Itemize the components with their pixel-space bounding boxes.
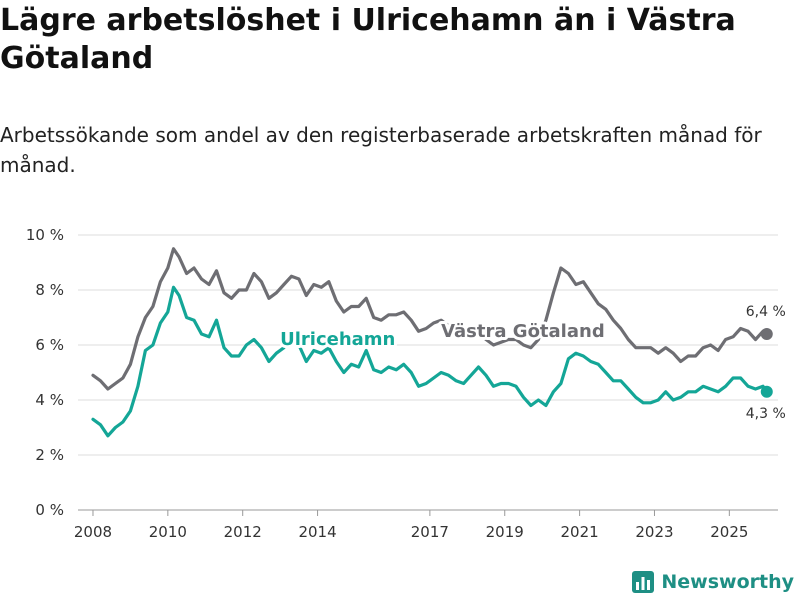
x-tick-label: 2008 <box>74 523 112 541</box>
x-tick-label: 2010 <box>149 523 187 541</box>
y-tick-label: 4 % <box>35 391 64 409</box>
x-tick-label: 2012 <box>224 523 262 541</box>
x-axis: 2008 2010 2012 2014 2017 2019 2021 2023 2025 <box>74 510 748 541</box>
newsworthy-logo: Newsworthy <box>631 570 794 594</box>
x-tick-label: 2014 <box>298 523 336 541</box>
y-tick-label: 6 % <box>35 336 64 354</box>
end-point-marker <box>760 385 773 398</box>
series-label: Ulricehamn <box>280 329 395 350</box>
x-tick-label: 2021 <box>561 523 599 541</box>
series-group <box>91 247 773 438</box>
bar-chart-icon <box>632 571 655 593</box>
y-tick-label: 0 % <box>35 501 64 519</box>
line-chart: 0 % 2 % 4 % 6 % 8 % 10 % 2008 2010 2012 2014 2017… <box>26 226 786 541</box>
end-value-label: 4,3 % <box>746 406 786 422</box>
x-tick-label: 2019 <box>486 523 524 541</box>
end-value-label: 6,4 % <box>746 304 786 320</box>
end-point-marker <box>760 328 773 340</box>
y-tick-label: 8 % <box>35 281 64 299</box>
series-label-halo: Västra Götaland <box>441 321 605 342</box>
x-tick-label: 2025 <box>710 523 748 541</box>
series-line-västra-götaland <box>91 247 769 391</box>
brand-name: Newsworthy <box>661 571 794 593</box>
chart-title: Lägre arbetslöshet i Ulricehamn än i Väs… <box>0 3 736 76</box>
chart-subtitle: Arbetssökande som andel av den registerb… <box>0 123 762 177</box>
y-tick-label: 2 % <box>35 446 64 464</box>
grid-lines <box>78 234 778 511</box>
series-label: Västra Götaland <box>441 321 605 342</box>
x-tick-label: 2017 <box>411 523 449 541</box>
series-line-ulricehamn <box>91 285 769 438</box>
series-label-halo: Ulricehamn <box>280 329 395 350</box>
x-tick-label: 2023 <box>635 523 673 541</box>
y-tick-label: 10 % <box>26 226 64 244</box>
y-axis: 0 % 2 % 4 % 6 % 8 % 10 % <box>26 226 64 519</box>
